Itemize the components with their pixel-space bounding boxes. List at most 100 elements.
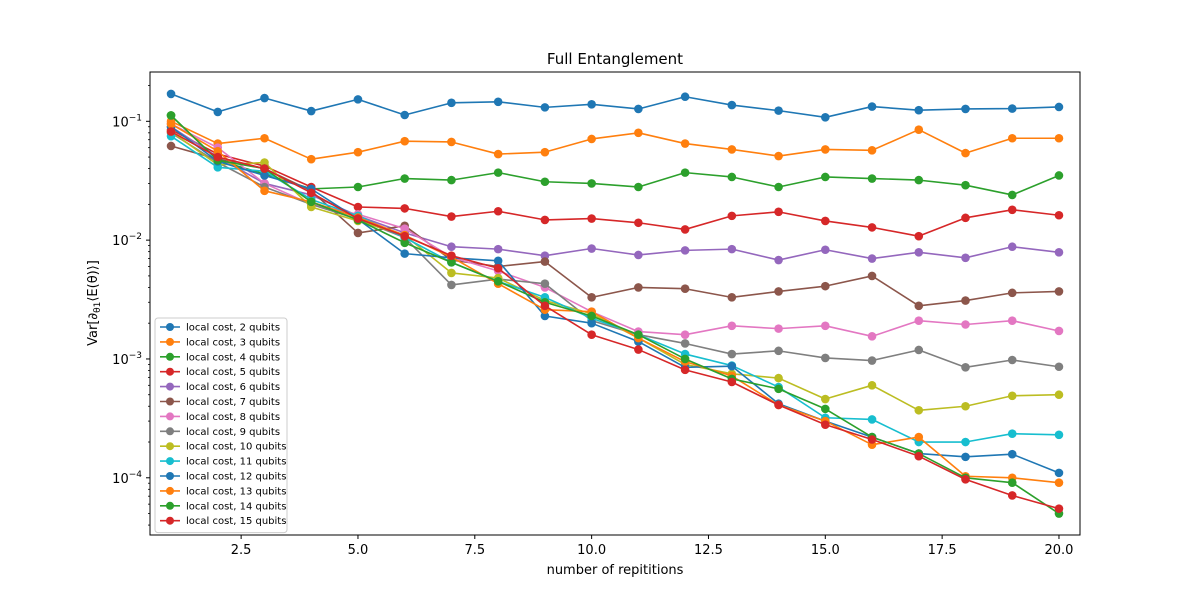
legend-item: local cost, 8 qubits — [160, 412, 280, 423]
data-point — [353, 214, 363, 223]
legend-label: local cost, 13 qubits — [186, 486, 286, 497]
data-point — [1007, 205, 1017, 215]
data-point — [961, 401, 970, 411]
plot-area — [166, 89, 1064, 518]
data-point — [1007, 104, 1017, 113]
data-point — [587, 293, 596, 302]
data-point — [680, 139, 690, 148]
data-point — [867, 254, 877, 263]
data-point — [166, 127, 176, 136]
data-point — [727, 361, 737, 371]
y-tick-exponent: −1 — [129, 113, 142, 123]
data-point — [587, 311, 596, 321]
legend-item: local cost, 14 qubits — [160, 501, 286, 512]
data-point — [353, 95, 363, 104]
data-point — [587, 100, 596, 109]
data-point — [680, 225, 690, 234]
data-point — [680, 168, 690, 177]
data-point — [447, 175, 456, 185]
y-tick-exponent: −2 — [129, 232, 142, 242]
data-point — [540, 177, 550, 187]
legend-marker — [166, 352, 174, 361]
data-point — [260, 171, 269, 180]
data-point — [634, 128, 643, 138]
data-point — [821, 353, 830, 363]
data-point — [493, 256, 503, 266]
data-point — [821, 172, 830, 182]
data-point — [260, 93, 269, 103]
data-point — [587, 214, 596, 223]
data-point — [727, 211, 737, 221]
data-point — [1054, 468, 1064, 478]
data-point — [1007, 449, 1017, 459]
legend-marker — [166, 382, 174, 391]
data-point — [213, 152, 223, 162]
data-point — [914, 247, 924, 257]
data-point — [1007, 355, 1017, 365]
data-point — [260, 133, 269, 143]
axes: 2.5 5.0 7.5 10.0 12.5 15.0 17.5 20.010−410−310−… — [112, 85, 1073, 558]
series-line — [170, 93, 1059, 119]
data-point — [914, 105, 924, 115]
data-point — [447, 251, 456, 260]
series-line — [170, 120, 1059, 160]
data-point — [821, 216, 830, 226]
data-point — [680, 339, 690, 348]
data-point — [961, 437, 970, 447]
series-1 — [166, 89, 1064, 122]
legend-label: local cost, 15 qubits — [186, 516, 286, 527]
data-point — [821, 394, 830, 404]
data-point — [774, 255, 783, 265]
data-point — [867, 102, 877, 111]
data-point — [914, 405, 924, 415]
data-point — [961, 475, 970, 484]
series-line — [170, 114, 1060, 515]
legend-marker — [166, 397, 174, 406]
data-point — [400, 110, 409, 120]
y-tick-label: 10−3 — [112, 351, 142, 368]
legend-marker — [166, 367, 174, 376]
legend-marker — [166, 442, 174, 451]
legend-marker — [166, 516, 174, 525]
data-point — [914, 301, 924, 311]
data-point — [447, 212, 456, 221]
data-point — [166, 89, 176, 99]
data-point — [1054, 478, 1064, 487]
data-point — [961, 452, 970, 462]
data-point — [727, 100, 737, 110]
data-point — [493, 244, 503, 254]
data-point — [1007, 242, 1017, 252]
data-point — [1007, 133, 1017, 143]
data-point — [634, 104, 643, 114]
legend: local cost, 2 qubits local cost, 3 qubits… — [154, 317, 288, 534]
legend-item: local cost, 12 qubits — [160, 472, 286, 483]
data-point — [914, 432, 924, 442]
data-point — [821, 420, 830, 429]
data-point — [634, 283, 643, 292]
data-point — [867, 435, 877, 444]
data-point — [961, 148, 970, 158]
data-point — [634, 345, 643, 354]
data-point — [540, 279, 550, 288]
data-point — [821, 321, 830, 331]
data-point — [493, 97, 503, 107]
data-point — [774, 207, 783, 217]
data-point — [680, 92, 690, 102]
y-tick-label: 10−2 — [112, 232, 142, 249]
legend-item: local cost, 9 qubits — [160, 427, 280, 438]
data-point — [447, 280, 456, 290]
data-point — [166, 119, 176, 129]
data-point — [821, 245, 830, 255]
series-line — [170, 130, 1060, 510]
data-point — [774, 400, 783, 410]
data-point — [260, 186, 269, 196]
legend-item: local cost, 15 qubits — [160, 516, 286, 527]
data-point — [914, 231, 924, 241]
legend-marker — [166, 412, 174, 421]
data-point — [1054, 430, 1064, 440]
data-point — [306, 154, 316, 164]
data-point — [727, 145, 737, 154]
data-point — [774, 287, 783, 296]
data-point — [353, 202, 363, 212]
